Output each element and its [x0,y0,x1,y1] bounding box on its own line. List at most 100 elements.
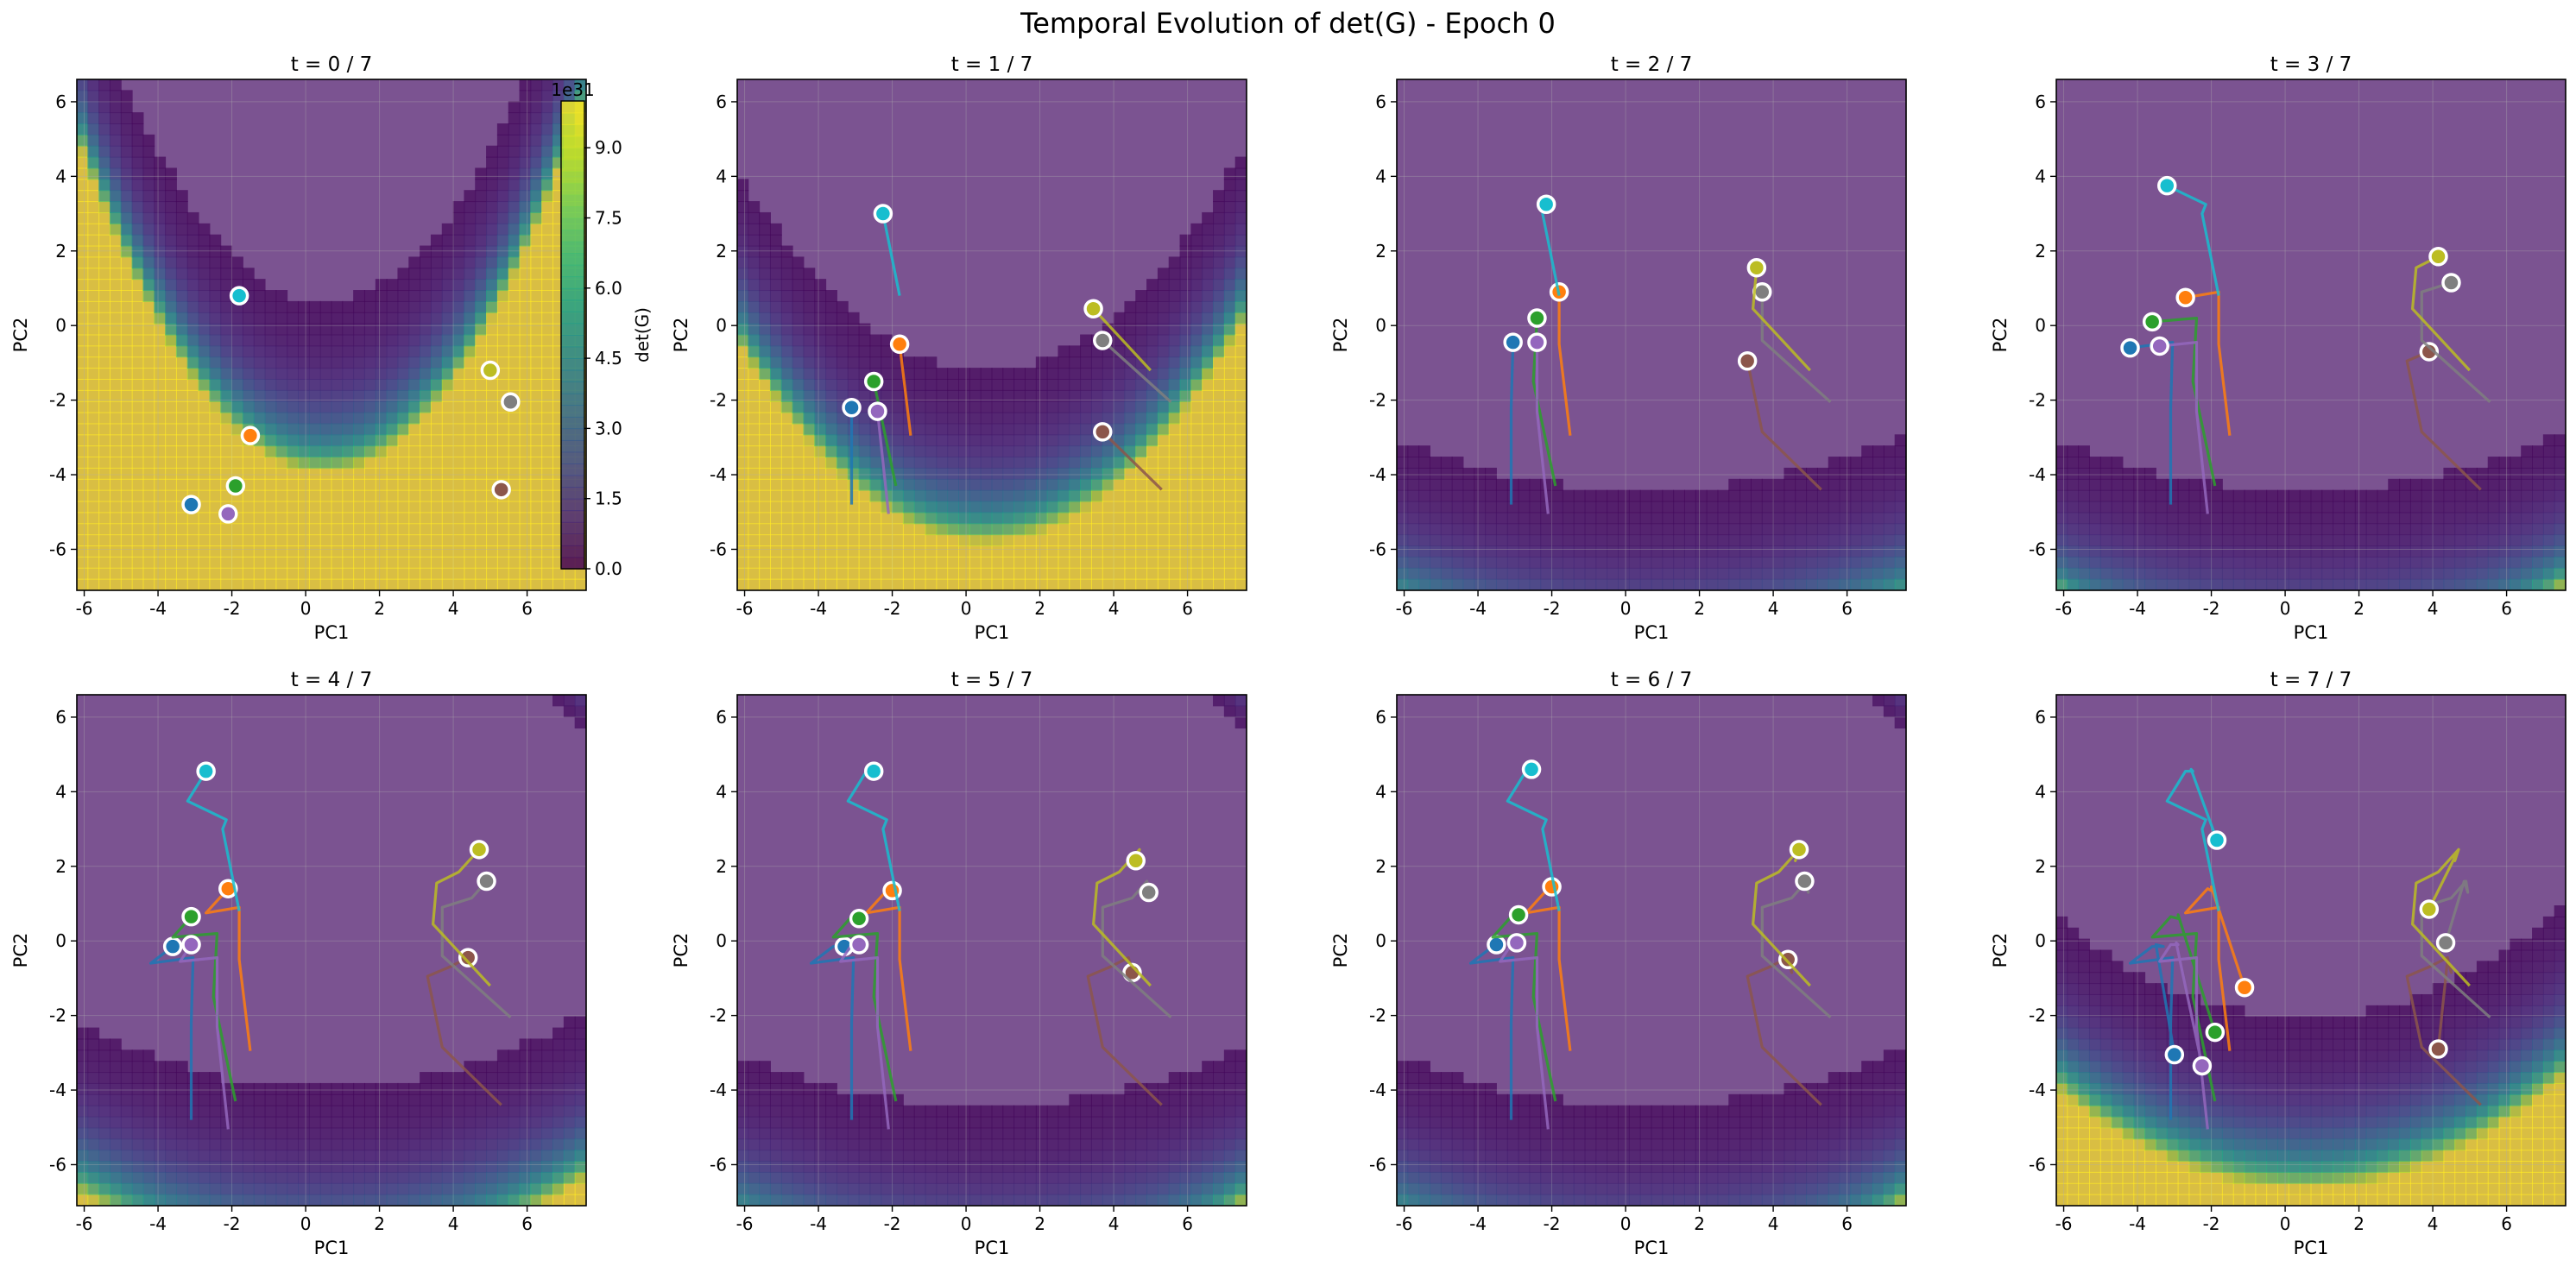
contour-cell [1397,478,1409,491]
contour-cell [1607,545,1619,558]
contour-cell [2188,556,2201,569]
contour-cell [198,356,211,369]
contour-cell [131,1049,144,1062]
contour-cell [913,378,926,391]
contour-cell [2288,489,2301,502]
contour-cell [925,368,938,380]
contour-cell [780,312,793,325]
contour-cell [1202,245,1215,258]
contour-cell [936,400,949,413]
contour-cell [353,467,365,480]
contour-cell [1080,457,1092,469]
contour-cell [165,467,177,480]
contour-cell [530,378,543,391]
contour-cell [737,378,749,391]
contour-cell [858,523,871,536]
contour-cell [77,334,89,347]
contour-cell [836,1105,849,1118]
contour-cell [936,1161,949,1173]
contour-cell [2255,512,2268,525]
contour-cell [375,1093,388,1106]
contour-cell [2510,556,2522,569]
contour-cell [803,534,816,547]
contour-cell [552,1138,565,1151]
contour-cell [1179,457,1192,469]
contour-cell [1695,567,1708,580]
contour-cell [1234,445,1247,458]
contour-cell [2232,556,2245,569]
contour-cell [1146,578,1159,590]
contour-cell [2532,556,2544,569]
contour-cell [1474,489,1487,502]
contour-cell [287,434,300,447]
contour-cell [1213,190,1225,203]
contour-cell [1146,501,1159,514]
contour-cell [131,190,144,203]
contour-cell [958,467,970,480]
contour-cell [242,478,255,491]
contour-cell [1202,501,1215,514]
contour-cell [287,467,300,480]
contour-cell [165,1182,177,1195]
contour-cell [319,400,332,413]
y-tick-label: -4 [2029,464,2046,485]
contour-cell [77,1105,89,1118]
contour-cell [2211,545,2223,558]
contour-cell [430,478,443,491]
contour-cell [430,312,443,325]
contour-cell [1595,556,1608,569]
contour-cell [541,334,554,347]
contour-cell [925,478,938,491]
contour-cell [2532,567,2544,580]
contour-cell [991,478,1004,491]
contour-cell [1728,489,1741,502]
contour-cell [530,234,543,247]
contour-cell [375,1194,388,1206]
contour-cell [1728,534,1741,547]
colorbar-band [561,545,584,558]
contour-cell [209,256,222,269]
contour-cell [552,1171,565,1184]
contour-cell [530,501,543,514]
contour-cell [375,290,388,302]
contour-cell [154,1061,167,1074]
contour-cell [1418,467,1430,480]
contour-cell [925,578,938,590]
contour-cell [881,567,893,580]
contour-cell [1090,501,1103,514]
contour-cell [186,1082,199,1095]
contour-cell [1202,279,1215,292]
contour-cell [936,545,949,558]
contour-cell [1418,578,1430,590]
contour-cell [420,534,432,547]
contour-cell [1761,578,1774,590]
contour-cell [397,423,410,436]
contour-cell [1013,434,1026,447]
contour-cell [1234,489,1247,502]
contour-cell [969,578,982,590]
contour-cell [87,256,100,269]
contour-cell [475,256,488,269]
contour-cell [209,1093,222,1106]
contour-cell [2211,534,2223,547]
contour-cell [486,268,498,280]
contour-cell [253,1127,266,1140]
contour-cell [408,556,421,569]
contour-cell [264,512,277,525]
contour-cell [2510,545,2522,558]
contour-cell [464,1182,477,1195]
contour-cell [98,378,110,391]
contour-cell [2200,578,2213,590]
contour-cell [1618,501,1630,514]
contour-cell [308,545,321,558]
contour-cell [287,1161,300,1173]
contour-cell [759,245,771,258]
contour-cell [1202,512,1215,525]
contour-cell [331,478,344,491]
contour-cell [1024,512,1037,525]
contour-cell [892,1138,904,1151]
subplot-title: t = 3 / 7 [2270,54,2352,76]
contour-cell [475,345,488,358]
contour-cell [892,445,904,458]
contour-cell [869,1182,882,1195]
